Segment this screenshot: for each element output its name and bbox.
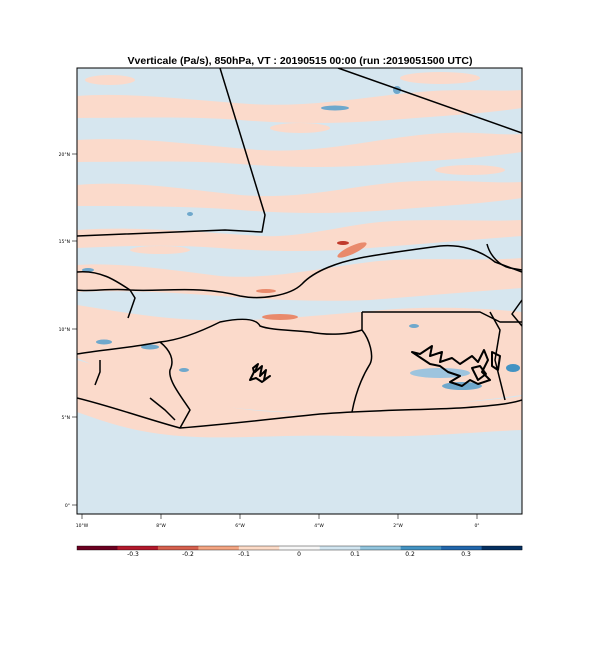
colorbar-labels: -0.3 -0.2 -0.1 0 0.1 0.2 0.3 bbox=[127, 551, 471, 558]
positive-patch bbox=[409, 324, 419, 328]
map-plot-area bbox=[77, 68, 522, 514]
negative-patch bbox=[262, 314, 298, 320]
colorbar-swatch bbox=[77, 546, 118, 550]
field-band-1 bbox=[77, 220, 522, 251]
colorbar-swatch bbox=[319, 546, 361, 550]
positive-patch bbox=[96, 339, 112, 345]
negative-patch bbox=[337, 242, 367, 258]
colorbar-label: 0.1 bbox=[350, 551, 360, 558]
colorbar-swatch bbox=[481, 546, 523, 550]
field-band-4 bbox=[77, 90, 522, 123]
colorbar-swatch bbox=[400, 546, 442, 550]
colorbar-swatch bbox=[157, 546, 199, 550]
field-patch bbox=[85, 75, 135, 85]
colorbar-swatch bbox=[117, 546, 159, 550]
lat-tick-label: 0° bbox=[65, 503, 70, 509]
country-borders bbox=[77, 68, 522, 429]
lat-tick-label: 20°N bbox=[59, 152, 70, 158]
colorbar-swatch bbox=[279, 546, 321, 550]
colorbar-swatch bbox=[238, 546, 280, 550]
lon-tick-label: 10°W bbox=[76, 523, 89, 529]
colorbar-label: 0.2 bbox=[405, 551, 415, 558]
lon-tick-label: 2°W bbox=[393, 523, 403, 529]
positive-patch bbox=[321, 105, 349, 111]
lat-tick-label: 15°N bbox=[59, 239, 70, 245]
colorbar-label: -0.1 bbox=[238, 551, 250, 558]
positive-patch bbox=[141, 344, 159, 350]
contour-clusters bbox=[249, 345, 501, 387]
lon-tick-label: 4°W bbox=[314, 523, 324, 529]
colorbar-label: -0.2 bbox=[182, 551, 194, 558]
lon-tick-label: 8°W bbox=[156, 523, 166, 529]
positive-patch bbox=[179, 368, 189, 372]
lon-axis: 10°W 8°W 6°W 4°W 2°W 0° bbox=[76, 514, 480, 529]
colorbar-label: -0.3 bbox=[127, 551, 139, 558]
map-title: Vverticale (Pa/s), 850hPa, VT : 20190515… bbox=[128, 55, 473, 67]
negative-patch bbox=[337, 241, 349, 245]
positive-patch bbox=[506, 364, 520, 372]
lon-tick-label: 6°W bbox=[235, 523, 245, 529]
colorbar-frame bbox=[76, 545, 523, 551]
field-band-2 bbox=[77, 180, 522, 213]
lat-axis: 0° 5°N 10°N 15°N 20°N bbox=[59, 152, 77, 509]
field-patch bbox=[435, 165, 505, 175]
positive-patch bbox=[187, 212, 193, 216]
inland-field-south bbox=[77, 305, 522, 412]
colorbar-swatch bbox=[360, 546, 401, 550]
positive-patch bbox=[410, 368, 470, 378]
map-frame bbox=[76, 67, 523, 515]
field-band-3 bbox=[77, 132, 522, 167]
colorbar-swatch bbox=[441, 546, 482, 550]
lon-tick-label: 0° bbox=[474, 523, 479, 529]
field-patch bbox=[130, 246, 190, 254]
colorbar-swatch bbox=[198, 546, 240, 550]
lat-tick-label: 10°N bbox=[59, 327, 70, 333]
colorbar-label: 0 bbox=[297, 551, 301, 558]
colorbar-label: 0.3 bbox=[461, 551, 471, 558]
lat-tick-label: 5°N bbox=[62, 415, 70, 421]
positive-patch bbox=[82, 268, 94, 272]
coastal-field-band bbox=[77, 360, 522, 438]
negative-patch bbox=[256, 289, 276, 293]
field-patch bbox=[400, 72, 480, 84]
field-patch bbox=[270, 123, 330, 133]
colorbar bbox=[76, 545, 523, 551]
